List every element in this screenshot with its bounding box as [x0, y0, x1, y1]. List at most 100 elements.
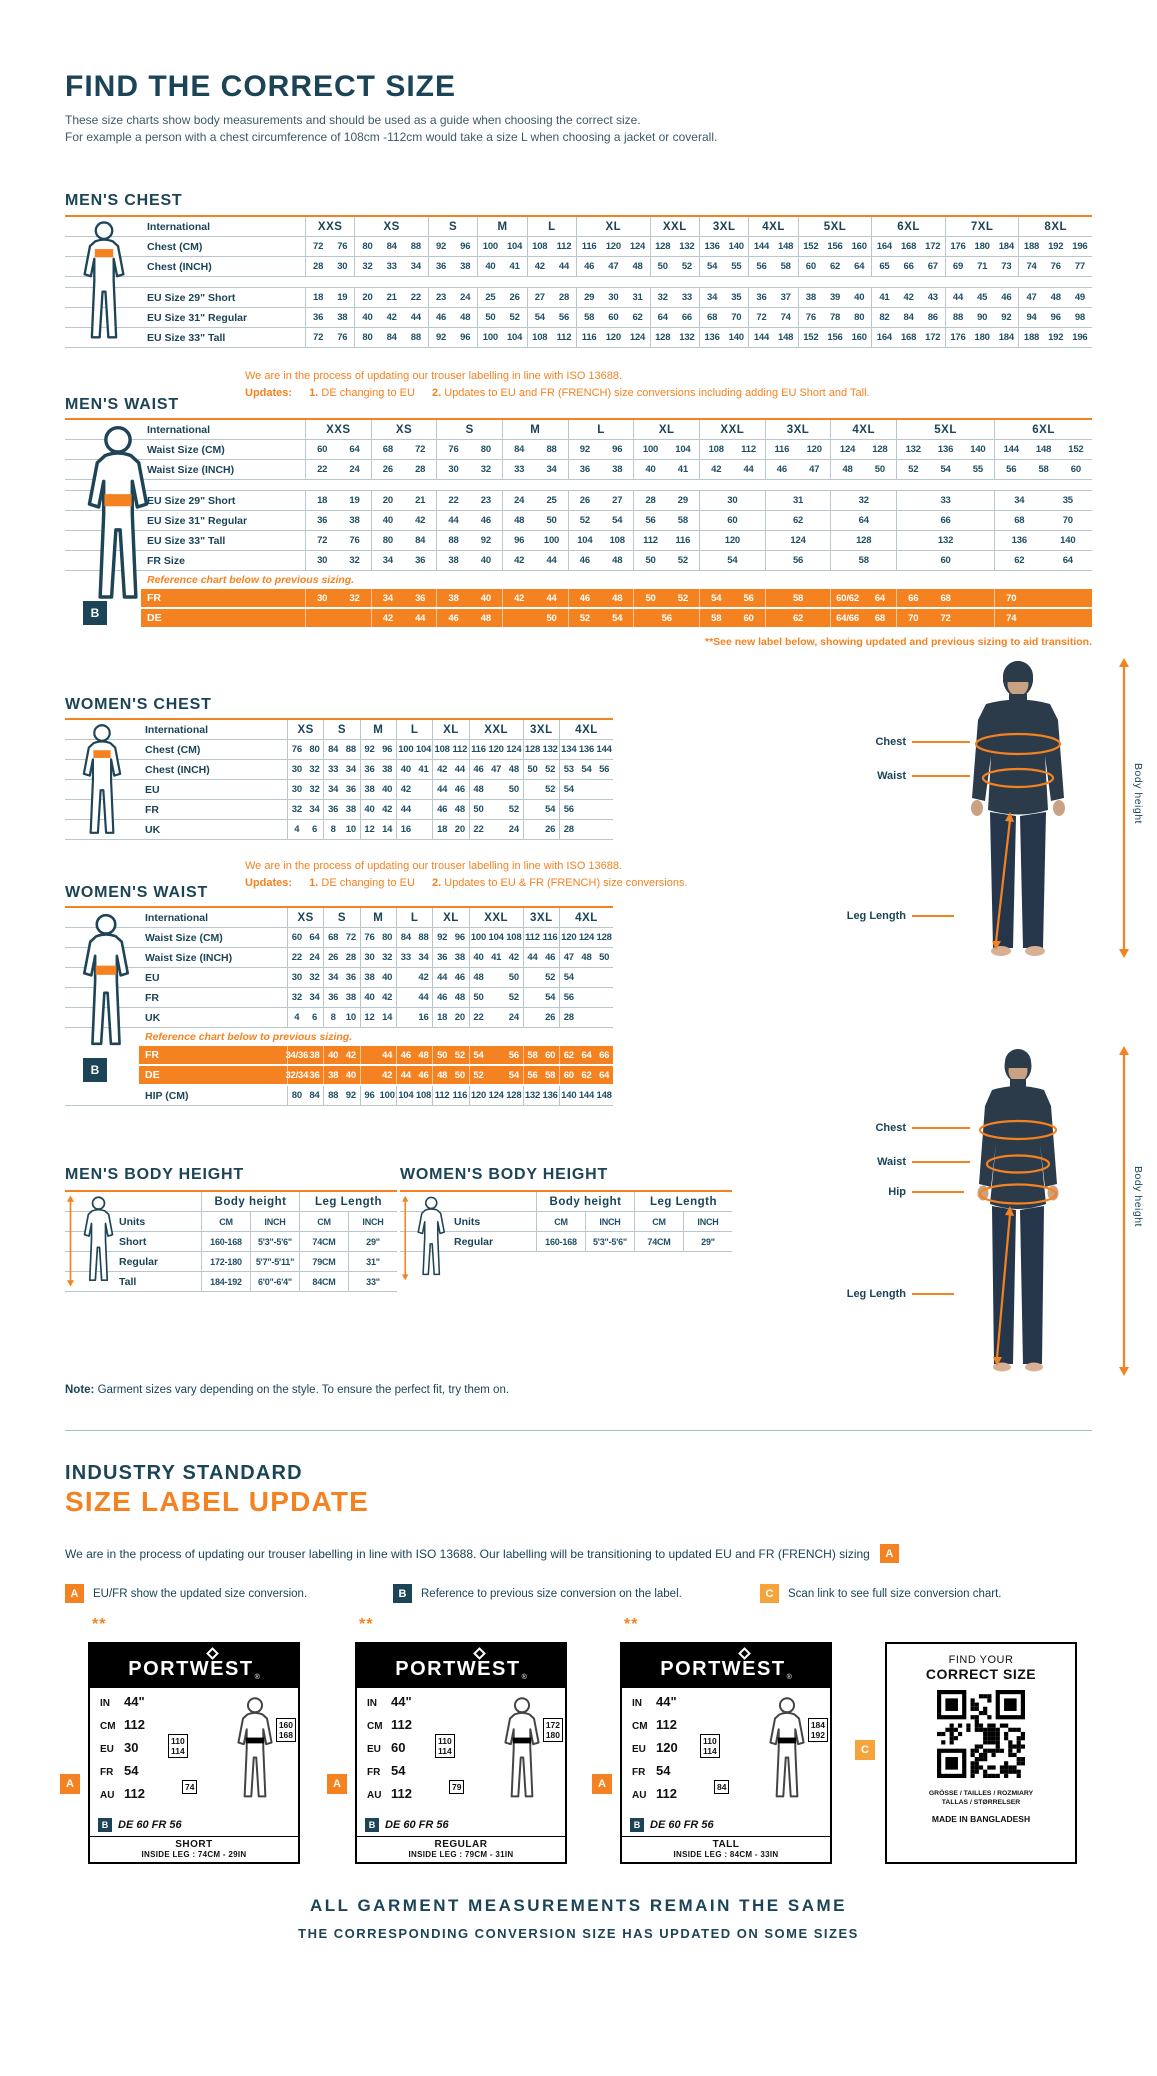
- size-cell: 168: [900, 332, 917, 343]
- body-height-label-female: Body height: [1132, 1166, 1144, 1227]
- size-cell: 38: [448, 555, 459, 566]
- size-cell: 52: [579, 612, 590, 624]
- size-cell: 30: [448, 464, 459, 475]
- size-group: 12 14: [359, 1008, 396, 1027]
- size-group: 50 52: [477, 308, 526, 327]
- update-2-text: Updates to EU & FR (FRENCH) size convers…: [441, 877, 688, 889]
- size-group: 42 44: [526, 257, 576, 276]
- size-cell: 35: [1062, 495, 1073, 506]
- table-row: Units CM INCH CM INCH: [400, 1212, 732, 1232]
- size-rows: IN 44" CM 112 EU 30 FR 54 AU 112: [100, 1694, 145, 1809]
- size-group: 53 54 56: [558, 760, 613, 779]
- size-cell: 160: [851, 332, 867, 343]
- size-group: 92 96: [427, 328, 477, 347]
- size-cell: 50: [874, 464, 885, 475]
- size-cell: 136: [578, 744, 595, 755]
- size-group-header: XS: [287, 908, 323, 927]
- size-cell: 42: [534, 261, 545, 272]
- size-group: 46 48: [432, 800, 468, 819]
- size-group: 42 44: [502, 551, 568, 570]
- size-cell: 96: [460, 241, 471, 252]
- size-group-header: XL: [633, 420, 699, 439]
- size-cell: 38: [805, 292, 816, 303]
- size-key: CM: [367, 1721, 383, 1732]
- waist-box: 110 114: [435, 1734, 455, 1758]
- size-cell: 14: [382, 824, 393, 835]
- size-cell: [1060, 609, 1092, 627]
- size-group-header: XXL: [468, 720, 523, 739]
- size-group: 80 84 88: [354, 328, 428, 347]
- size-cell: 76: [337, 332, 348, 343]
- size-cell: 56: [599, 764, 610, 775]
- size-cell: 42: [514, 592, 525, 604]
- size-cell: 136: [542, 1090, 558, 1101]
- womens-waist-title: WOMEN'S WAIST: [65, 884, 209, 901]
- badge-c-qr: C: [855, 1740, 875, 1760]
- size-group: 70 72: [896, 609, 994, 627]
- size-group: 58: [830, 551, 896, 570]
- size-cell: 108: [708, 444, 724, 455]
- size-group: 74: [994, 609, 1092, 627]
- size-cell: 16: [418, 1012, 429, 1023]
- size-cell: [578, 968, 596, 987]
- gap-row: [65, 277, 1092, 288]
- size-cell: 28: [563, 1012, 574, 1023]
- size-cell: 41: [509, 261, 520, 272]
- size-cell: 116: [471, 744, 486, 755]
- size-cell: 4: [294, 1012, 300, 1023]
- size-group: 52 54: [567, 609, 634, 627]
- qr-made-in: MADE IN BANGLADESH: [931, 1814, 1031, 1824]
- size-group: 40 41: [395, 760, 432, 779]
- size-cell: 100: [482, 332, 499, 343]
- size-group: 48 50: [468, 780, 523, 799]
- badge-b-mens-waist: B: [83, 601, 107, 625]
- brand-name: PORTWEST: [395, 1658, 521, 1680]
- row-label: UK: [145, 823, 161, 836]
- size-group: 22 24: [305, 460, 371, 479]
- size-cell: 40: [382, 515, 393, 526]
- size-cell: CM: [554, 1216, 568, 1227]
- size-cell: 58: [527, 1049, 538, 1061]
- size-cell: 42: [903, 292, 914, 303]
- size-cell: 48: [480, 612, 491, 624]
- size-cell: 36: [415, 555, 426, 566]
- size-cell: 48: [612, 555, 623, 566]
- size-cell: 30: [317, 555, 328, 566]
- table-row: Chest (CM) 72 76 80 84 88 92 96 100 104 108 112 116 1…: [65, 237, 1092, 257]
- size-group: 88 90 92: [944, 308, 1019, 327]
- size-group: 60: [896, 551, 994, 570]
- table-row: Waist Size (CM) 60 64 68 72 76 80 84 88 92 96 100 10…: [65, 440, 1092, 460]
- size-group: 22 24: [287, 948, 323, 967]
- table-row: UK 4 6 8 10 12 14 16 18 20 22 24 26 28: [65, 820, 613, 840]
- size-cell: 56: [661, 612, 672, 624]
- size-group: 31: [764, 491, 831, 510]
- size-cell: 62: [1014, 555, 1025, 566]
- size-group-header: XXL: [649, 217, 699, 236]
- size-cell: 100: [398, 744, 414, 755]
- size-group: 50: [502, 609, 568, 627]
- size-group: 44 46: [522, 948, 559, 967]
- size-cell: [487, 988, 505, 1007]
- size-group: 64: [830, 511, 896, 530]
- size-cell: 108: [415, 1090, 432, 1101]
- size-group: 64 66: [649, 308, 699, 327]
- size-cell: 12: [364, 824, 375, 835]
- previous-sizing-text: DE 60 FR 56: [118, 1819, 182, 1831]
- size-cell: 52: [677, 555, 688, 566]
- size-group-header: M: [502, 420, 568, 439]
- size-cell: 46: [437, 992, 448, 1003]
- size-cell: 44: [546, 592, 557, 604]
- size-cell: 50: [546, 515, 557, 526]
- size-cell: 92: [1001, 312, 1012, 323]
- waist-box: 110 114: [700, 1734, 720, 1758]
- size-cell: 58: [677, 515, 688, 526]
- size-group: 76 78 80: [797, 308, 872, 327]
- size-cell: 56: [645, 515, 656, 526]
- size-cell: 42: [345, 1049, 356, 1061]
- size-cell: 31: [632, 292, 643, 303]
- size-group: 30: [699, 491, 765, 510]
- size-cell: 38: [448, 592, 459, 604]
- size-cell: 38: [349, 515, 360, 526]
- size-cell: 44: [437, 972, 448, 983]
- size-row: FR 54: [100, 1763, 145, 1786]
